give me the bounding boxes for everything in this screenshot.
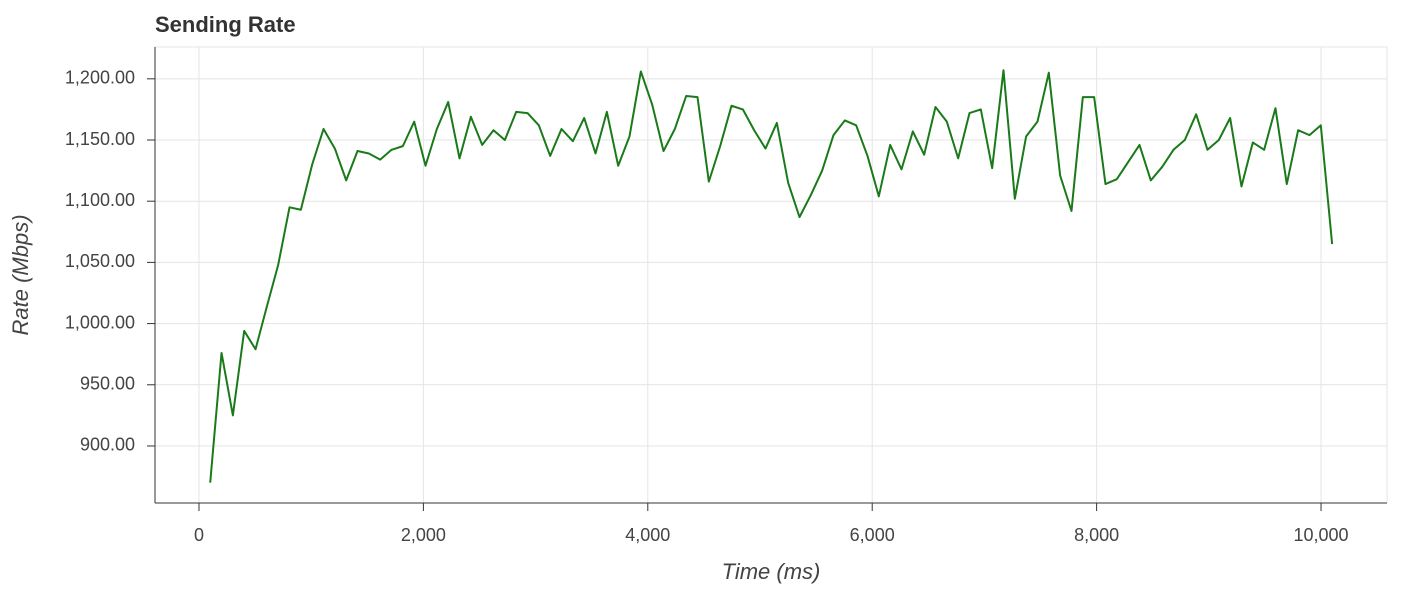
chart-title: Sending Rate: [155, 12, 296, 37]
x-tick-label: 2,000: [401, 525, 446, 545]
y-tick-label: 1,050.00: [65, 251, 135, 271]
y-axis-label: Rate (Mbps): [8, 214, 33, 335]
plot-frame: [154, 46, 1388, 504]
data-line: [209, 69, 1334, 483]
y-tick-label: 1,000.00: [65, 312, 135, 332]
x-tick-label: 4,000: [625, 525, 670, 545]
y-tick-label: 900.00: [80, 435, 135, 455]
x-tick-label: 10,000: [1293, 525, 1348, 545]
x-axis-label: Time (ms): [722, 559, 821, 584]
y-tick-label: 1,200.00: [65, 68, 135, 88]
x-tick-label: 0: [194, 525, 204, 545]
y-tick-label: 1,150.00: [65, 129, 135, 149]
x-tick-label: 6,000: [850, 525, 895, 545]
y-tick-label: 950.00: [80, 374, 135, 394]
y-tick-label: 1,100.00: [65, 190, 135, 210]
x-tick-label: 8,000: [1074, 525, 1119, 545]
